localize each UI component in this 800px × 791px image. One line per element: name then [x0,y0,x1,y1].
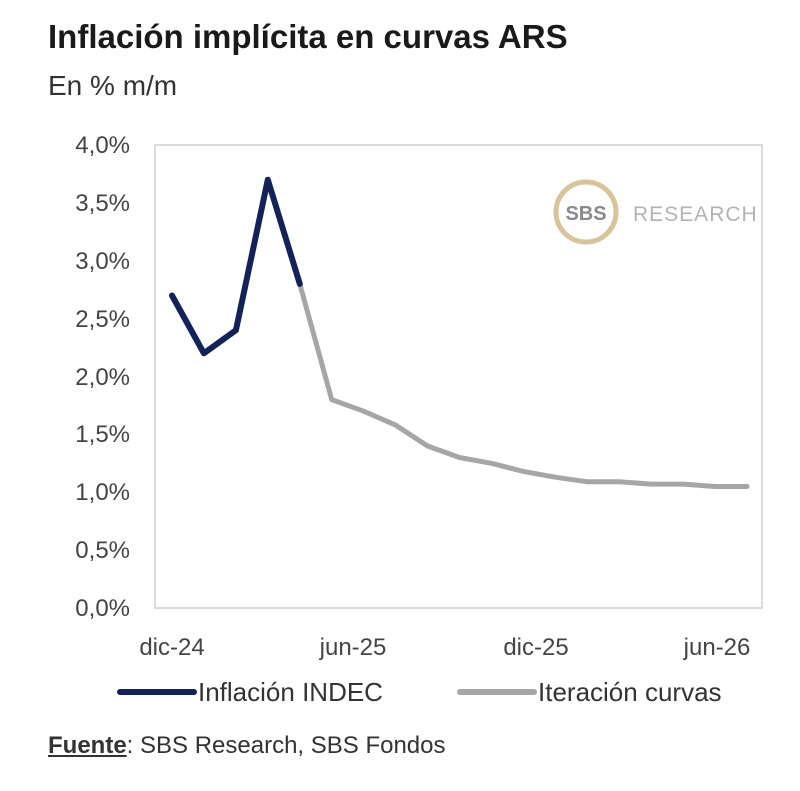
y-tick-label: 0,0% [75,595,130,622]
source-note: Fuente: SBS Research, SBS Fondos [48,732,446,760]
x-axis-ticks: dic-24 jun-25 dic-25 jun-26 [139,634,750,661]
sbs-logo-text: SBS [565,203,606,225]
chart-subtitle: En % m/m [48,70,178,101]
legend-label-curvas: Iteración curvas [538,677,722,707]
y-tick-label: 4,0% [75,132,130,159]
legend-label-indec: Inflación INDEC [198,677,383,707]
research-text: RESEARCH [633,203,758,226]
series-line-inflacion-indec [169,176,303,357]
y-tick-label: 2,0% [75,364,130,391]
y-tick-label: 2,5% [75,306,130,333]
x-tick-label: jun-26 [683,634,751,661]
y-tick-label: 1,5% [75,421,130,448]
sbs-research-watermark: SBS RESEARCH [553,179,758,245]
source-label: Fuente [48,732,127,759]
x-tick-label: jun-25 [319,634,387,661]
legend: Inflación INDEC Iteración curvas [117,677,722,707]
y-tick-label: 1,0% [75,479,130,506]
plot-area-border [154,144,763,609]
y-tick-label: 3,5% [75,190,130,217]
sbs-logo-ring [553,179,619,245]
y-tick-label: 3,0% [75,248,130,275]
x-tick-label: dic-25 [503,634,568,661]
series-layer [169,176,750,489]
x-tick-label: dic-24 [139,634,204,661]
series-line-iteracion-curvas [297,281,750,489]
chart-title: Inflación implícita en curvas ARS [48,18,568,55]
y-axis-ticks: 0,0% 0,5% 1,0% 1,5% 2,0% 2,5% 3,0% 3,5% … [75,132,130,622]
source-text: : SBS Research, SBS Fondos [126,732,446,759]
y-tick-label: 0,5% [75,537,130,564]
